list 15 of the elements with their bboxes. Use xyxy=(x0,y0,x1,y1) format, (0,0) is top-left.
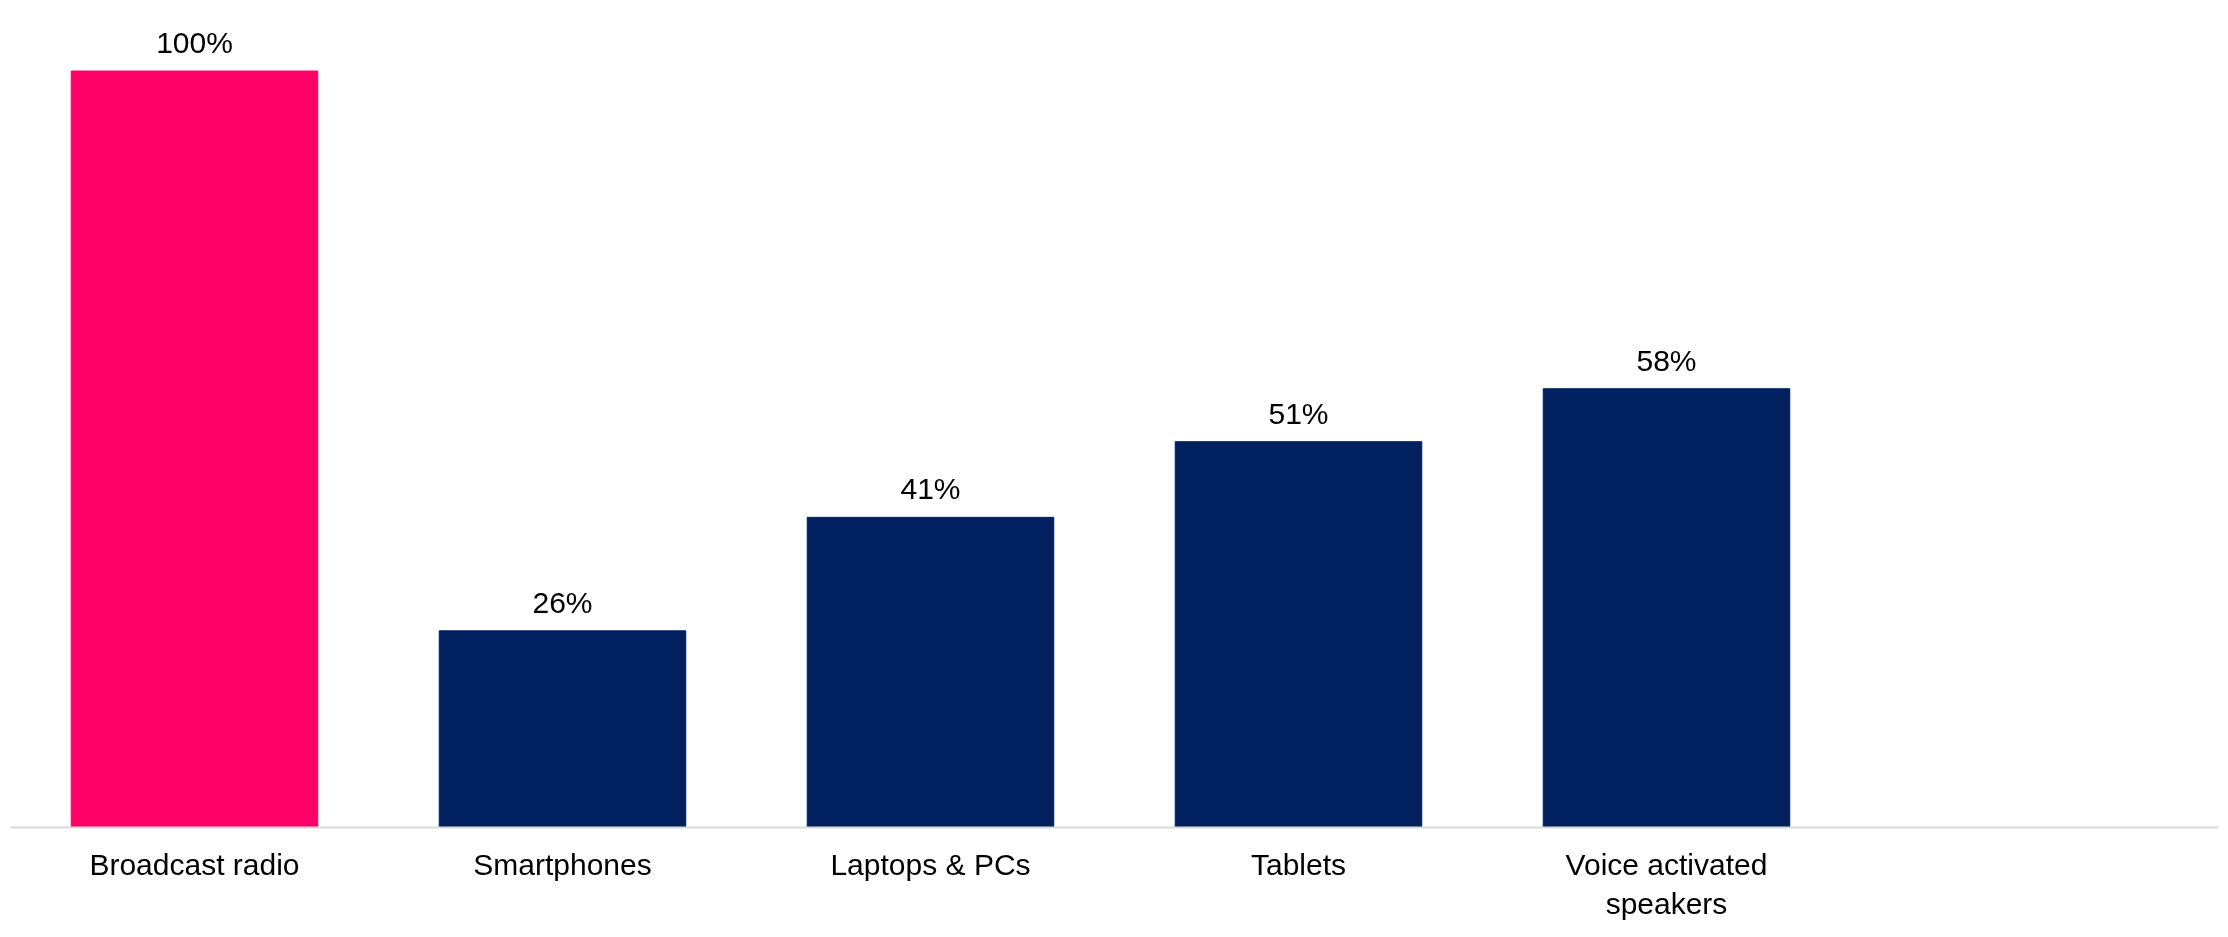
x-tick-label: Voice activated speakers xyxy=(1565,847,1768,921)
data-label: 58% xyxy=(1636,343,1697,377)
bar xyxy=(438,630,687,828)
data-label: 26% xyxy=(532,585,593,619)
x-tick-label: Tablets xyxy=(1250,847,1347,881)
data-label: 51% xyxy=(1268,396,1329,430)
x-tick-label: Smartphones xyxy=(473,847,652,881)
x-tick-label: Laptops & PCs xyxy=(830,847,1031,881)
bar xyxy=(1542,388,1791,828)
data-label: 41% xyxy=(900,472,961,506)
bar xyxy=(70,70,319,828)
data-label: 100% xyxy=(156,26,233,60)
bar xyxy=(1174,441,1423,828)
x-tick-label: Broadcast radio xyxy=(89,847,300,881)
bar xyxy=(806,516,1055,828)
